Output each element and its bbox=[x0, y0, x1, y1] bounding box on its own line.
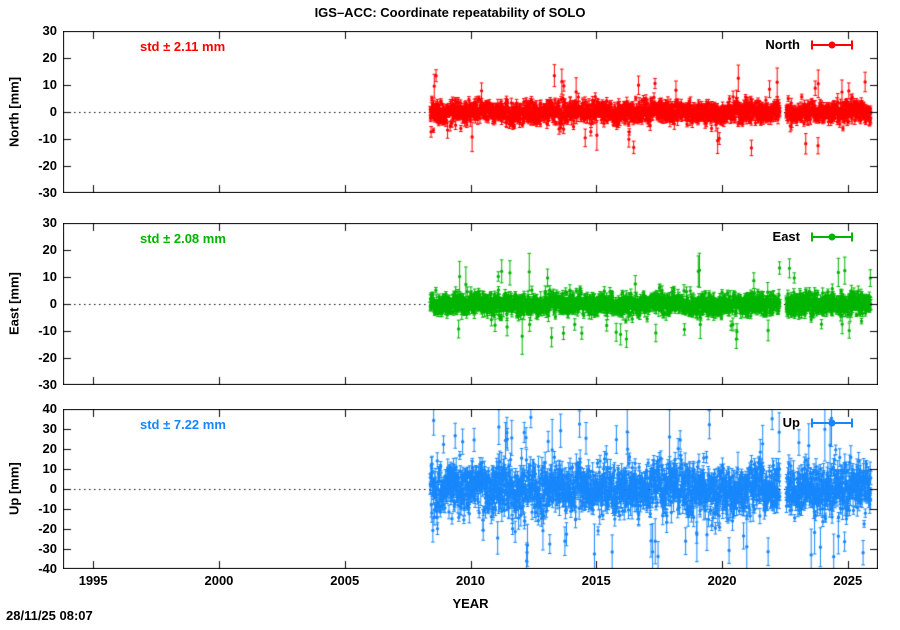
north-plot-canvas bbox=[63, 31, 878, 193]
up-legend: Up bbox=[783, 415, 855, 430]
y-tick-label: 20 bbox=[42, 242, 57, 257]
y-tick-label: 30 bbox=[42, 23, 57, 38]
chart-title: IGS–ACC: Coordinate repeatability of SOL… bbox=[314, 5, 586, 20]
y-tick-label: 40 bbox=[42, 401, 57, 416]
x-tick-label: 1995 bbox=[78, 573, 108, 588]
north-std-annotation: std ± 2.11 mm bbox=[140, 39, 226, 54]
y-tick-label: -30 bbox=[38, 541, 57, 556]
north-legend: North bbox=[765, 37, 855, 52]
y-tick-label: 20 bbox=[42, 50, 57, 65]
y-tick-label: 10 bbox=[42, 269, 57, 284]
x-tick-label: 2015 bbox=[581, 573, 611, 588]
east-plot-canvas bbox=[63, 223, 878, 385]
y-tick-label: 0 bbox=[49, 481, 57, 496]
east-std-annotation: std ± 2.08 mm bbox=[140, 231, 226, 246]
x-tick-label: 2025 bbox=[833, 573, 863, 588]
y-tick-label: -10 bbox=[38, 501, 57, 516]
plot-timestamp: 28/11/25 08:07 bbox=[6, 608, 93, 623]
x-axis-label: YEAR bbox=[452, 596, 489, 611]
y-tick-label: -20 bbox=[38, 158, 57, 173]
y-tick-label: -10 bbox=[38, 323, 57, 338]
up-plot-canvas bbox=[63, 409, 878, 569]
y-tick-label: 10 bbox=[42, 77, 57, 92]
y-tick-label: 0 bbox=[49, 104, 57, 119]
errorbar-sample-icon bbox=[811, 232, 853, 241]
east-legend: East bbox=[773, 229, 855, 244]
y-tick-label: 0 bbox=[49, 296, 57, 311]
errorbar-sample-icon bbox=[811, 418, 853, 427]
errorbar-sample-icon bbox=[811, 40, 853, 49]
y-tick-label: 10 bbox=[42, 461, 57, 476]
y-tick-label: -20 bbox=[38, 350, 57, 365]
up-legend-label: Up bbox=[782, 415, 800, 430]
y-tick-label: 30 bbox=[42, 421, 57, 436]
x-tick-label: 2010 bbox=[456, 573, 485, 588]
y-tick-label: -30 bbox=[38, 185, 57, 200]
east-legend-label: East bbox=[772, 229, 800, 244]
y-tick-label: -30 bbox=[38, 377, 57, 392]
y-tick-label: -10 bbox=[38, 131, 57, 146]
y-tick-label: 20 bbox=[42, 441, 57, 456]
y-tick-label: -20 bbox=[38, 521, 57, 536]
y-tick-label: -40 bbox=[38, 561, 57, 576]
y-tick-label: 30 bbox=[42, 215, 57, 230]
north-legend-label: North bbox=[765, 37, 800, 52]
x-tick-label: 2000 bbox=[204, 573, 234, 588]
x-tick-label: 2020 bbox=[707, 573, 737, 588]
up-std-annotation: std ± 7.22 mm bbox=[140, 417, 226, 432]
x-tick-label: 2005 bbox=[330, 573, 360, 588]
